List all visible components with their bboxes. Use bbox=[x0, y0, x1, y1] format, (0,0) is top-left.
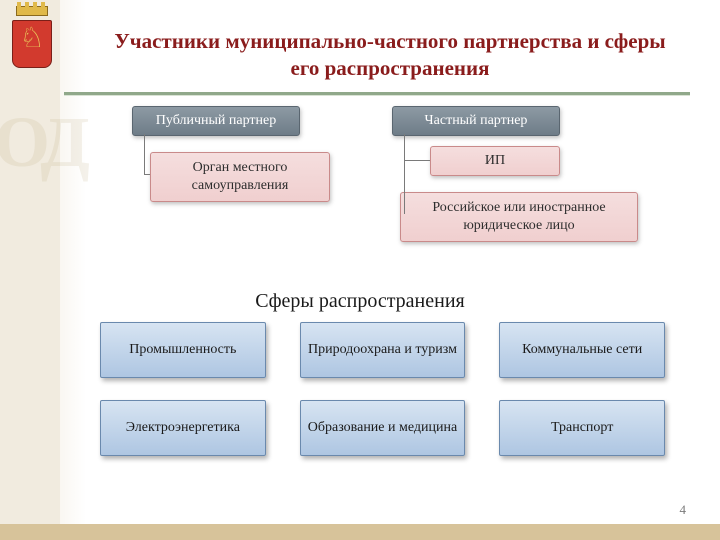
org-node-private: Частный партнер bbox=[392, 106, 560, 136]
spheres-grid: Промышленность Природоохрана и туризм Комм… bbox=[100, 322, 665, 456]
org-connector bbox=[404, 160, 430, 161]
org-node-organ: Орган местного самоуправления bbox=[150, 152, 330, 202]
sphere-box-3: Электроэнергетика bbox=[100, 400, 266, 456]
sphere-box-0: Промышленность bbox=[100, 322, 266, 378]
slide: ОД ♘ Участники муниципально-частного пар… bbox=[0, 0, 720, 540]
org-connector bbox=[404, 134, 405, 214]
left-decor-band bbox=[0, 0, 60, 540]
page-number: 4 bbox=[680, 502, 687, 518]
org-connector bbox=[144, 134, 145, 174]
spheres-heading: Сферы распространения bbox=[0, 290, 720, 313]
sphere-box-1: Природоохрана и туризм bbox=[300, 322, 466, 378]
org-node-public: Публичный партнер bbox=[132, 106, 300, 136]
page-title: Участники муниципально-частного партнерс… bbox=[100, 28, 680, 83]
org-chart: Публичный партнер Орган местного самоупра… bbox=[90, 106, 690, 276]
title-underline bbox=[64, 92, 690, 96]
sphere-box-4: Образование и медицина bbox=[300, 400, 466, 456]
crest-icon: ♘ bbox=[12, 12, 60, 72]
sphere-box-5: Транспорт bbox=[499, 400, 665, 456]
footer-bar bbox=[0, 524, 720, 540]
sphere-box-2: Коммунальные сети bbox=[499, 322, 665, 378]
watermark-text: ОД bbox=[0, 110, 84, 175]
org-node-ip: ИП bbox=[430, 146, 560, 176]
org-node-legal: Российское или иностранное юридическое л… bbox=[400, 192, 638, 242]
org-connector bbox=[144, 174, 150, 175]
